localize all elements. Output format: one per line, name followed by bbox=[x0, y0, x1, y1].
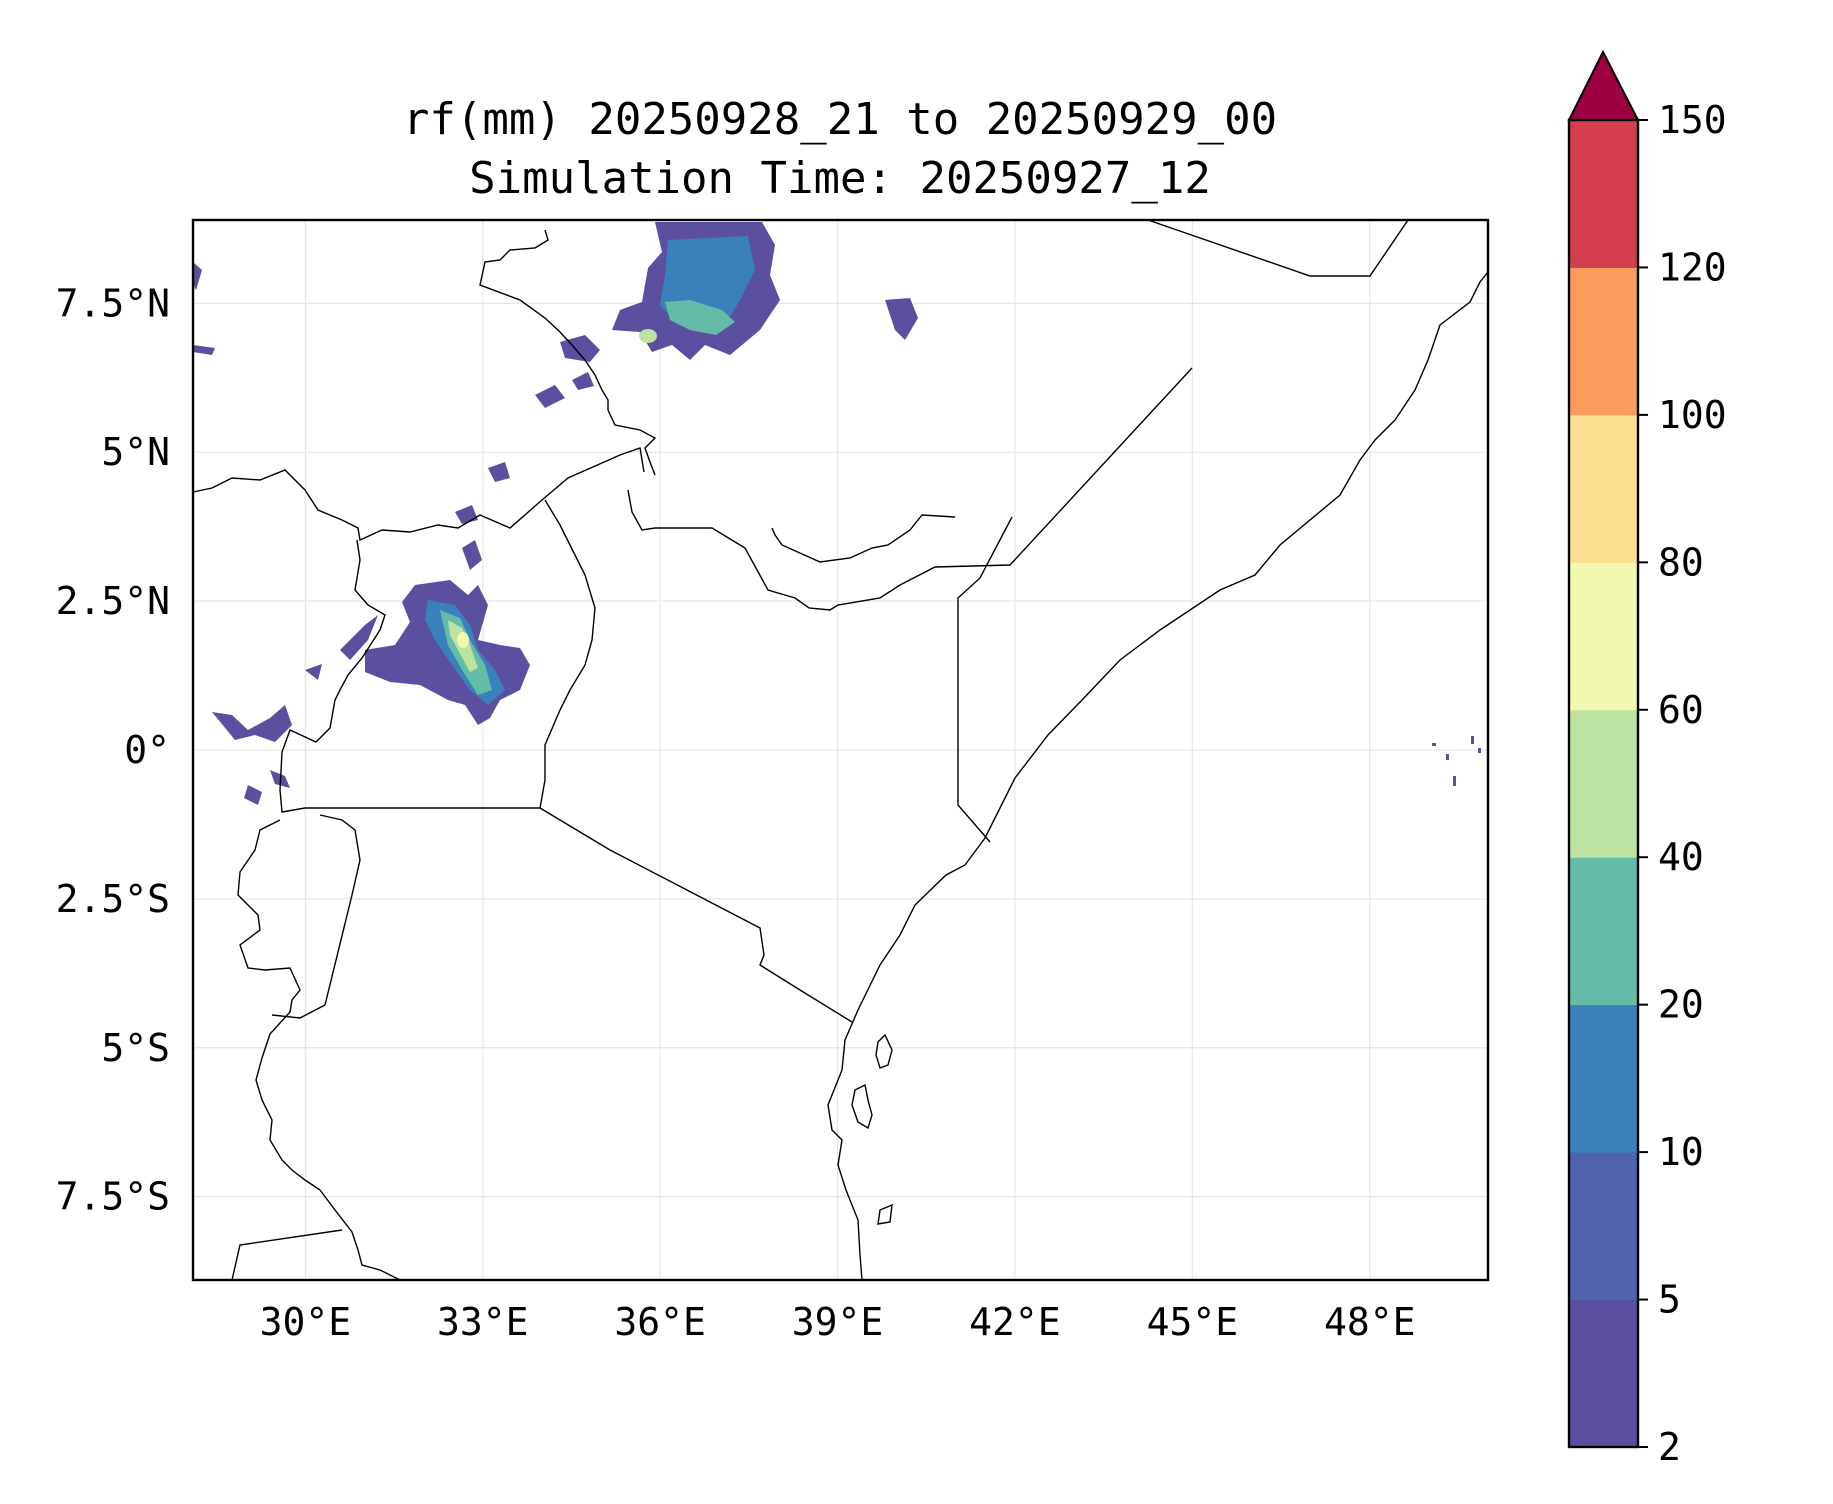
rain-cell-ethiopia-peak bbox=[639, 329, 657, 343]
island-pemba bbox=[875, 1033, 893, 1069]
colorbar-band bbox=[1569, 120, 1638, 268]
latitude-axis-labels: 7.5°N 5°N 2.5°N 0° 2.5°S 5°S 7.5°S bbox=[56, 281, 170, 1218]
map-panel: 30°E 33°E 36°E 39°E 42°E 45°E 48°E 7.5°N 5°N 2.5… bbox=[56, 218, 1490, 1344]
rain-cell-ethiopia-west bbox=[560, 335, 600, 362]
border-uganda bbox=[279, 499, 596, 813]
rain-cell-east-ethiopia bbox=[885, 298, 918, 340]
rain-cell-uganda-northwest bbox=[488, 462, 510, 482]
rain-cell-uganda-north bbox=[462, 540, 482, 570]
rain-cell-west-small3 bbox=[305, 664, 322, 680]
rain-speck-ocean-1 bbox=[1432, 743, 1436, 746]
colorbar-band bbox=[1569, 1004, 1638, 1153]
colorbar-tick-label: 80 bbox=[1658, 540, 1704, 584]
colorbar-band bbox=[1569, 562, 1638, 711]
border-sudan-south bbox=[192, 447, 645, 542]
lat-tick-label: 2.5°N bbox=[56, 579, 170, 623]
coastline-east-africa bbox=[827, 271, 1489, 1281]
colorbar-tick-label: 120 bbox=[1658, 245, 1727, 289]
colorbar-tick-label: 10 bbox=[1658, 1130, 1704, 1174]
colorbar-tick-label: 60 bbox=[1658, 688, 1704, 732]
border-drc-west bbox=[271, 814, 361, 1019]
border-kenya-somalia bbox=[957, 516, 1013, 843]
border-somaliland bbox=[1147, 219, 1409, 277]
rain-cell-ethiopia-core bbox=[665, 300, 735, 335]
colorbar-tick-label: 100 bbox=[1658, 393, 1727, 437]
map-frame bbox=[191, 218, 1490, 1282]
colorbar-extend-triangle bbox=[1567, 49, 1640, 121]
rain-cell-ethiopia-south bbox=[535, 385, 565, 408]
colorbar-tick-label: 20 bbox=[1658, 983, 1704, 1027]
longitude-axis-labels: 30°E 33°E 36°E 39°E 42°E 45°E 48°E bbox=[260, 1300, 1416, 1344]
rain-cell-west-small4 bbox=[193, 345, 215, 355]
rain-speck-ocean-3 bbox=[1471, 736, 1474, 744]
rain-cell-west-small2 bbox=[244, 785, 262, 805]
map-title-line1: rf(mm) 20250928_21 to 20250929_00 bbox=[403, 94, 1277, 145]
colorbar: 2 5 10 20 40 60 80 100 120 150 bbox=[1567, 49, 1727, 1469]
rain-cell-west-lakes bbox=[340, 615, 378, 660]
lon-tick-label: 39°E bbox=[792, 1300, 884, 1344]
lat-tick-label: 5°S bbox=[101, 1026, 170, 1070]
gridlines bbox=[193, 220, 1488, 1280]
rain-speck-ocean-4 bbox=[1478, 748, 1481, 753]
colorbar-tick-label: 40 bbox=[1658, 835, 1704, 879]
border-south-sudan-north bbox=[479, 229, 657, 476]
rain-cell-west-edge bbox=[212, 705, 292, 742]
colorbar-ticks: 2 5 10 20 40 60 80 100 120 150 bbox=[1638, 98, 1727, 1469]
lat-tick-label: 2.5°S bbox=[56, 877, 170, 921]
map-title-line2: Simulation Time: 20250927_12 bbox=[469, 153, 1211, 204]
island-mafia bbox=[877, 1203, 893, 1225]
lat-tick-label: 7.5°S bbox=[56, 1175, 170, 1219]
rainfall-shading bbox=[193, 222, 1481, 805]
colorbar-band bbox=[1569, 1299, 1638, 1448]
colorbar-bands bbox=[1569, 120, 1638, 1448]
lon-tick-label: 36°E bbox=[614, 1300, 706, 1344]
border-rwanda-burundi bbox=[237, 819, 401, 1281]
coastlines-and-borders bbox=[192, 219, 1489, 1281]
colorbar-band bbox=[1569, 857, 1638, 1006]
colorbar-tick-label: 2 bbox=[1658, 1425, 1681, 1469]
border-ethiopia-kenya bbox=[771, 514, 956, 563]
rain-speck-ocean-2 bbox=[1446, 754, 1449, 760]
colorbar-band bbox=[1569, 267, 1638, 416]
rain-cell-ethiopia-small bbox=[572, 372, 594, 390]
colorbar-tick-label: 5 bbox=[1658, 1278, 1681, 1322]
lat-tick-label: 7.5°N bbox=[56, 281, 170, 325]
colorbar-band bbox=[1569, 709, 1638, 858]
border-ethiopia-somalia bbox=[627, 367, 1193, 611]
rain-cell-west-small5 bbox=[193, 262, 202, 290]
rain-cell-uganda-peak bbox=[457, 632, 469, 648]
lat-tick-label: 0° bbox=[124, 728, 170, 772]
border-kenya-tanzania bbox=[539, 807, 853, 1023]
island-zanzibar bbox=[851, 1083, 873, 1130]
border-drc-lake bbox=[231, 1229, 343, 1281]
rain-speck-ocean-5 bbox=[1453, 776, 1456, 786]
lon-tick-label: 45°E bbox=[1147, 1300, 1239, 1344]
lon-tick-label: 48°E bbox=[1324, 1300, 1416, 1344]
colorbar-band bbox=[1569, 414, 1638, 563]
colorbar-frame bbox=[1567, 118, 1640, 1449]
colorbar-tick-label: 150 bbox=[1658, 98, 1727, 142]
lon-tick-label: 33°E bbox=[437, 1300, 529, 1344]
lon-tick-label: 30°E bbox=[260, 1300, 352, 1344]
lat-tick-label: 5°N bbox=[101, 430, 170, 474]
lon-tick-label: 42°E bbox=[969, 1300, 1061, 1344]
colorbar-band bbox=[1569, 1152, 1638, 1301]
